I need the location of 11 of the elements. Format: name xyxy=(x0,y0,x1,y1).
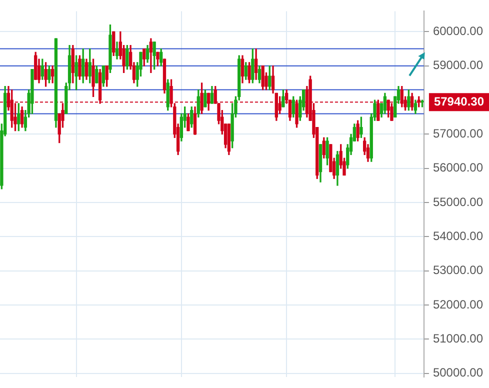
y-tick-label: 53000.00 xyxy=(432,263,484,278)
y-tick-label: 52000.00 xyxy=(432,297,484,312)
y-tick-label: 57000.00 xyxy=(432,126,484,141)
y-tick-label: 51000.00 xyxy=(432,332,484,346)
y-tick-label: 50000.00 xyxy=(432,366,484,380)
y-tick-label: 56000.00 xyxy=(432,160,484,175)
y-tick-label: 54000.00 xyxy=(432,229,484,244)
y-tick-label: 59000.00 xyxy=(432,58,484,72)
y-tick-label: 60000.00 xyxy=(432,24,484,38)
ref-line-label: 57940.30 xyxy=(434,94,484,108)
y-tick-label: 55000.00 xyxy=(432,194,484,209)
